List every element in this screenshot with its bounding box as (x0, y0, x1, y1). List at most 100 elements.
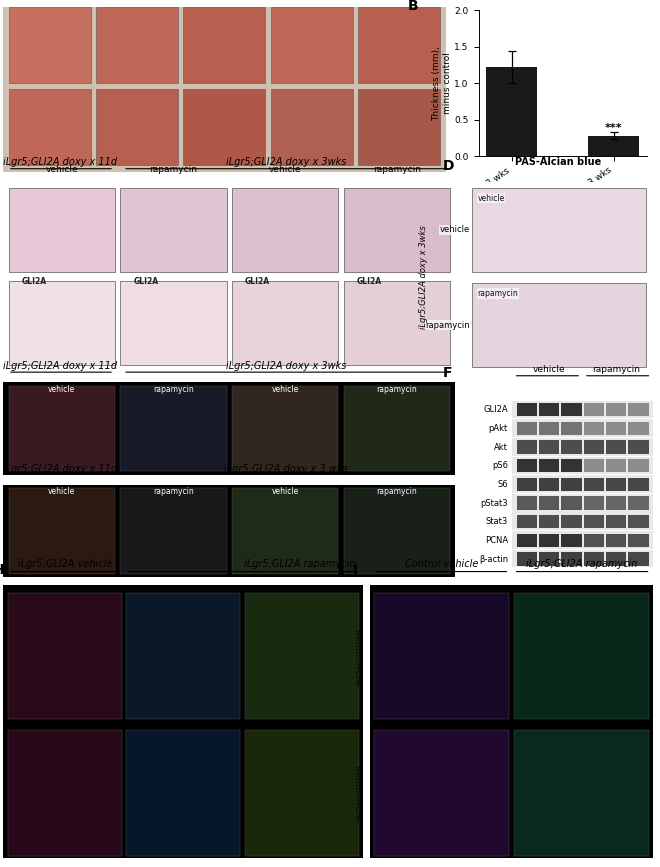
Bar (628, 403, 649, 416)
Bar (344, 281, 450, 365)
Bar (513, 593, 649, 719)
Bar (344, 488, 450, 574)
Text: iLgr5;GLI2A vehicle: iLgr5;GLI2A vehicle (18, 559, 112, 569)
Bar (606, 552, 626, 565)
Bar (9, 386, 115, 472)
Bar (374, 593, 510, 719)
Bar (517, 478, 537, 491)
Bar (583, 459, 604, 473)
Bar (9, 281, 115, 365)
Text: B: B (408, 0, 418, 13)
Text: vehicle: vehicle (269, 166, 302, 174)
Bar (561, 421, 581, 435)
Bar (120, 386, 226, 472)
Bar (271, 89, 353, 165)
Bar (358, 7, 440, 82)
Text: Akt: Akt (494, 443, 508, 452)
Text: Muc5ac•GSI•DAPI: Muc5ac•GSI•DAPI (356, 765, 361, 821)
Bar (583, 496, 604, 510)
Bar (628, 515, 649, 528)
Bar (512, 531, 653, 549)
Text: vehicle: vehicle (46, 166, 78, 174)
Bar (8, 730, 121, 856)
Bar (517, 440, 537, 453)
Bar (561, 403, 581, 416)
Bar (517, 533, 537, 547)
Bar (628, 496, 649, 510)
Bar (561, 440, 581, 453)
Bar (561, 496, 581, 510)
Text: ***: *** (605, 123, 622, 134)
Text: Stat3: Stat3 (486, 518, 508, 526)
Text: GLI2A: GLI2A (483, 406, 508, 414)
Bar (517, 459, 537, 473)
Text: iLgr5;GLI2A doxy x 11d: iLgr5;GLI2A doxy x 11d (3, 464, 117, 473)
Bar (513, 730, 649, 856)
Bar (344, 188, 450, 271)
Bar (628, 440, 649, 453)
Bar (512, 512, 653, 530)
Bar (232, 488, 339, 574)
Bar (374, 730, 510, 856)
Bar (232, 386, 339, 472)
Text: iLgr5;GLI2A doxy x 11d: iLgr5;GLI2A doxy x 11d (3, 157, 117, 166)
Text: vehicle: vehicle (440, 225, 470, 234)
Bar (628, 478, 649, 491)
Text: β-actin: β-actin (478, 555, 508, 564)
Bar (561, 478, 581, 491)
Text: iLgr5;GLI2A rapamycin: iLgr5;GLI2A rapamycin (244, 559, 355, 569)
Bar (539, 552, 559, 565)
Text: D: D (443, 160, 454, 173)
Bar (583, 552, 604, 565)
Bar (517, 552, 537, 565)
Bar (120, 488, 226, 574)
Text: Muc5ac•GSI•DAPI: Muc5ac•GSI•DAPI (356, 628, 361, 685)
Text: pStat3: pStat3 (480, 499, 508, 508)
Bar (96, 7, 178, 82)
Bar (96, 89, 178, 165)
Text: pAkt: pAkt (488, 424, 508, 433)
Bar (606, 459, 626, 473)
Bar (471, 188, 645, 271)
Bar (126, 730, 240, 856)
Bar (512, 401, 653, 418)
Bar (126, 593, 240, 719)
Text: GLI2A: GLI2A (356, 277, 381, 286)
Bar (539, 478, 559, 491)
Bar (561, 515, 581, 528)
Bar (606, 421, 626, 435)
Text: rapamycin: rapamycin (150, 166, 197, 174)
Text: iLgr5;GLI2A rapamycin: iLgr5;GLI2A rapamycin (526, 559, 637, 569)
Bar (245, 730, 358, 856)
Bar (628, 459, 649, 473)
Text: rapamycin: rapamycin (425, 321, 470, 329)
Bar (183, 89, 265, 165)
Bar (539, 421, 559, 435)
Bar (517, 421, 537, 435)
Text: iLgr5;GLI2A doxy x 11d: iLgr5;GLI2A doxy x 11d (3, 362, 117, 371)
Bar (561, 533, 581, 547)
Bar (583, 421, 604, 435)
Text: S6: S6 (498, 480, 508, 489)
Bar (344, 386, 450, 472)
Bar (561, 459, 581, 473)
Bar (512, 438, 653, 455)
Bar (539, 533, 559, 547)
Bar (517, 403, 537, 416)
Bar (583, 440, 604, 453)
Bar (512, 475, 653, 492)
Bar (183, 7, 265, 82)
Bar (512, 420, 653, 437)
Bar (606, 440, 626, 453)
Text: vehicle: vehicle (533, 365, 566, 374)
Text: F: F (443, 366, 452, 381)
Text: vehicle: vehicle (271, 487, 299, 497)
Bar (583, 533, 604, 547)
Text: rapamycin: rapamycin (477, 289, 518, 298)
Text: PAS-Alcian blue: PAS-Alcian blue (515, 157, 601, 166)
Text: rapamycin: rapamycin (373, 166, 421, 174)
Text: rapamycin: rapamycin (376, 487, 417, 497)
Bar (588, 135, 639, 156)
Bar (628, 552, 649, 565)
Text: vehicle: vehicle (48, 487, 75, 497)
